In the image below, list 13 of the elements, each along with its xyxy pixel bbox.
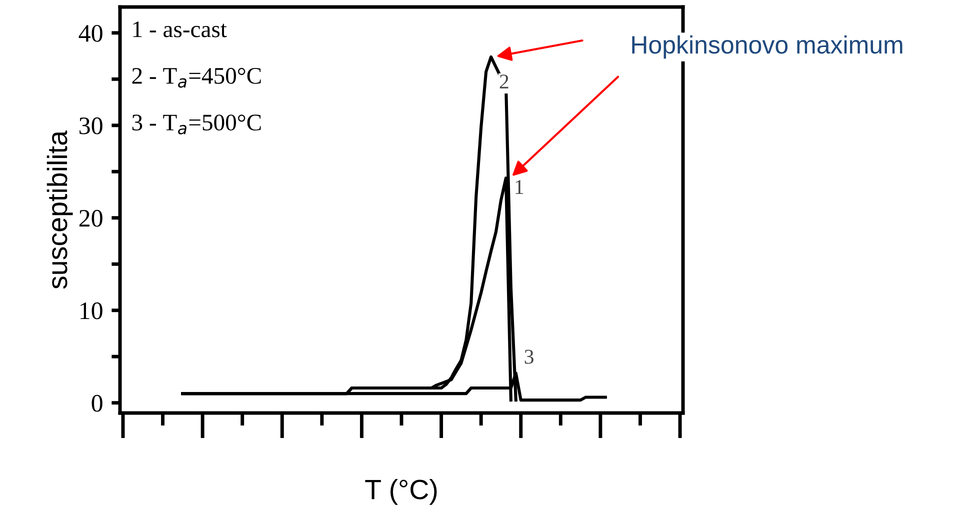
series-label: 3 [524, 350, 534, 364]
y-axis-title: susceptibilita [46, 130, 73, 289]
y-tick-label: 10 [80, 302, 102, 320]
annotation: 3 - T$_{a}$=500°C [132, 114, 261, 134]
y-tick-label: 40 [78, 24, 102, 42]
annotation: 2 - T$_{a}$=450°C [132, 68, 261, 88]
x-axis-title: T (°C) [365, 478, 437, 505]
y-tick-label: 0 [92, 394, 102, 412]
y-tick-label: 20 [79, 210, 102, 227]
y-tick-label: 30 [80, 117, 102, 134]
annotation: 1 - as-cast [133, 21, 227, 38]
series-label: 1 [516, 180, 524, 194]
annotation: Hopkinsonovo maximum [632, 35, 902, 59]
